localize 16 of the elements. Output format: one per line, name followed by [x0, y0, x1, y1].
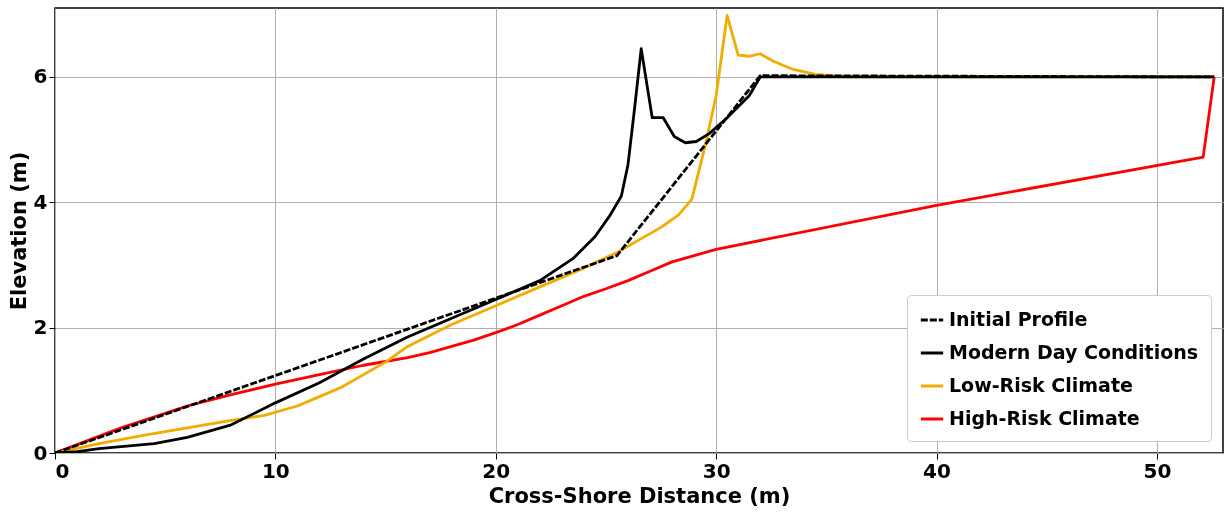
legend-label: Initial Profile — [949, 308, 1088, 330]
y-tick-label: 4 — [33, 189, 48, 214]
x-axis-title: Cross-Shore Distance (m) — [488, 483, 791, 508]
x-tick-label: 0 — [55, 458, 70, 483]
x-tick-label: 10 — [261, 458, 290, 483]
x-tick-label: 30 — [702, 458, 731, 483]
x-tick-label: 40 — [923, 458, 951, 483]
legend-label: Low-Risk Climate — [949, 374, 1133, 396]
x-tick-label: 50 — [1143, 458, 1172, 483]
legend-label: High-Risk Climate — [949, 407, 1140, 429]
legend-label: Modern Day Conditions — [949, 341, 1199, 363]
y-tick-label: 2 — [33, 315, 48, 340]
y-tick-label: 0 — [33, 440, 48, 465]
y-axis-title: Elevation (m) — [6, 151, 31, 311]
x-tick-label: 20 — [482, 458, 511, 483]
y-tick-label: 6 — [33, 64, 48, 89]
